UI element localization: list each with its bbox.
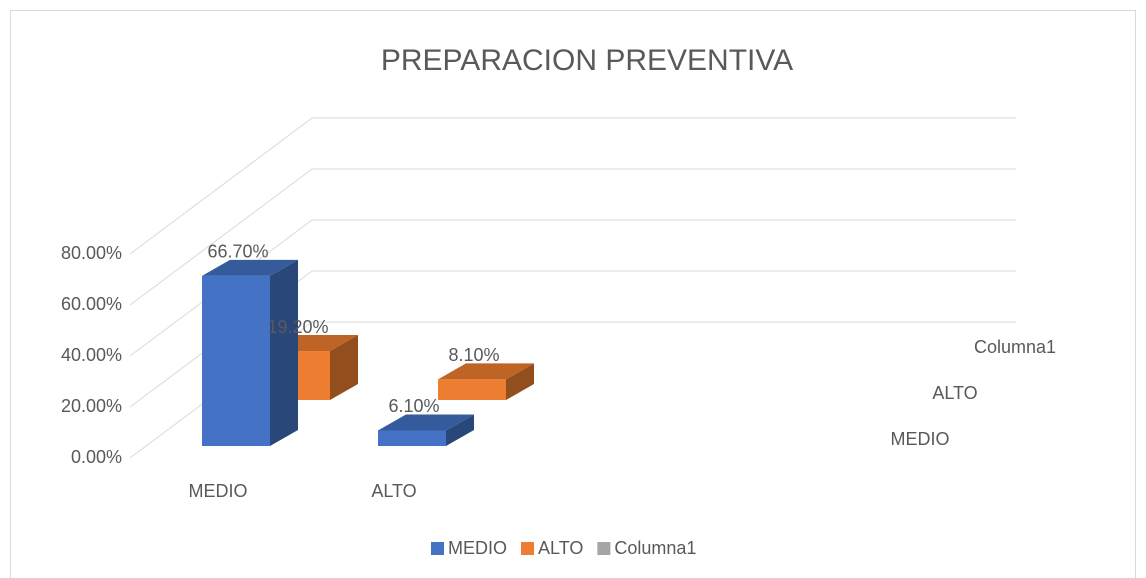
grid-line (129, 219, 1016, 357)
data-label: 8.10% (448, 345, 499, 365)
x-tick-label: MEDIO (188, 481, 247, 501)
legend-swatch (521, 542, 535, 555)
legend-swatch (597, 542, 611, 555)
data-label: 66.70% (207, 242, 268, 262)
legend-swatch (431, 542, 444, 555)
x-tick-label: ALTO (371, 481, 416, 501)
legend-label: Columna1 (614, 538, 696, 558)
legend-label: MEDIO (448, 538, 507, 558)
y-tick-label: 20.00% (61, 396, 122, 416)
grid-line (129, 270, 1016, 408)
bar-side (270, 259, 298, 446)
depth-label: ALTO (932, 383, 977, 403)
y-tick-label: 0.00% (71, 447, 122, 467)
bar-front (438, 379, 506, 400)
bar (378, 414, 474, 446)
bar-side (330, 335, 358, 400)
bar-front (202, 275, 270, 446)
bar-side (506, 363, 534, 400)
bar (438, 363, 534, 400)
grid-line (129, 168, 1016, 306)
depth-label: MEDIO (890, 429, 949, 449)
y-tick-label: 40.00% (61, 345, 122, 365)
data-label: 6.10% (388, 396, 439, 416)
legend-label: ALTO (538, 538, 583, 558)
bar (202, 259, 298, 446)
bar-top (438, 363, 534, 380)
bar-side (446, 414, 474, 446)
bar-top (378, 414, 474, 431)
bar-top (202, 259, 298, 276)
y-tick-label: 80.00% (61, 243, 122, 263)
grid-line (129, 321, 1016, 459)
chart-area (10, 10, 1136, 578)
bar-front (378, 430, 446, 446)
chart-title: PREPARACION PREVENTIVA (381, 44, 793, 77)
data-label: 19.20% (267, 317, 328, 337)
depth-label: Columna1 (974, 337, 1056, 357)
y-tick-label: 60.00% (61, 294, 122, 314)
grid-line (129, 117, 1016, 255)
